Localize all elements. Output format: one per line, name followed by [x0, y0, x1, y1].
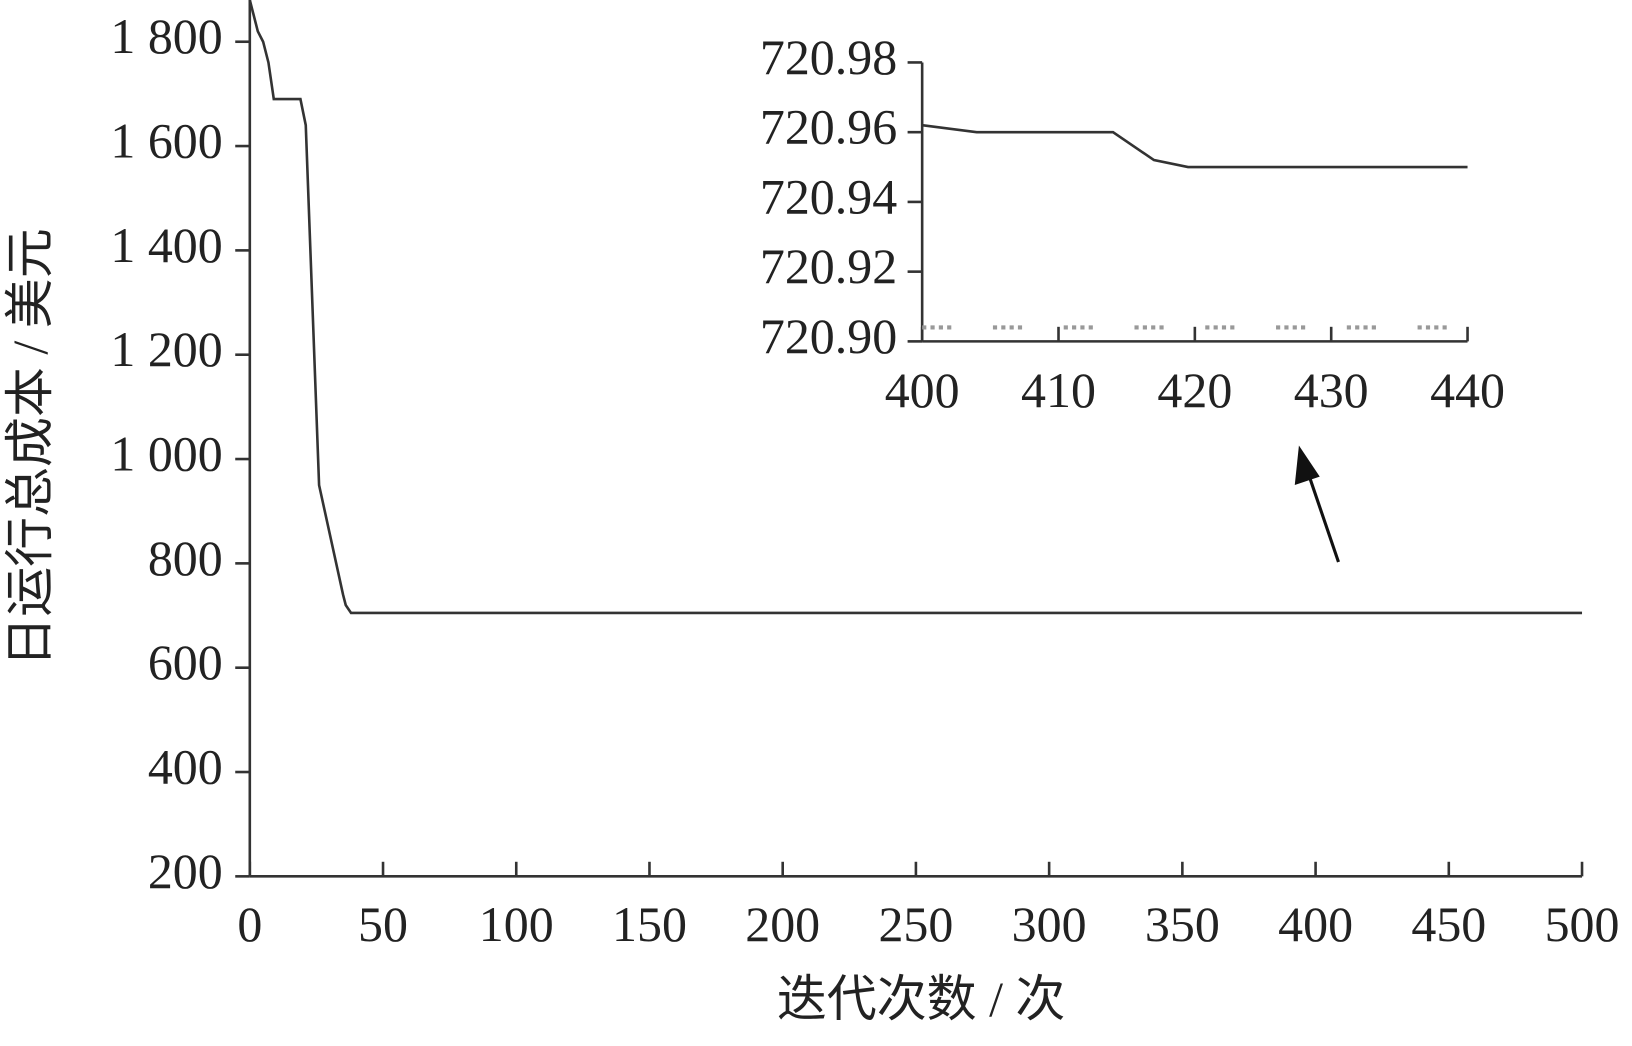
y-tick-label: 1 600 [110, 113, 222, 169]
y-tick-label: 1 800 [110, 8, 222, 64]
x-tick-label: 400 [1278, 896, 1353, 952]
x-tick-label: 300 [1012, 896, 1087, 952]
y-tick-label: 720.94 [760, 168, 897, 224]
y-tick-label: 720.92 [760, 238, 897, 294]
x-tick-label: 440 [1430, 362, 1505, 418]
y-tick-label: 400 [148, 738, 223, 794]
x-tick-label: 410 [1021, 362, 1096, 418]
y-tick-label: 720.98 [760, 29, 897, 85]
x-tick-label: 450 [1411, 896, 1486, 952]
x-tick-label: 500 [1545, 896, 1620, 952]
x-tick-label: 100 [479, 896, 554, 952]
arrow [1294, 445, 1340, 563]
y-tick-label: 600 [148, 634, 223, 690]
y-tick-label: 720.90 [760, 308, 897, 364]
x-tick-label: 430 [1294, 362, 1369, 418]
y-axis-label: 日运行总成本 / 美元 [2, 228, 58, 666]
x-tick-label: 350 [1145, 896, 1220, 952]
y-tick-label: 800 [148, 530, 223, 586]
x-tick-label: 150 [612, 896, 687, 952]
y-tick-label: 1 200 [110, 321, 222, 377]
y-tick-label: 1 400 [110, 217, 222, 273]
x-tick-label: 200 [745, 896, 820, 952]
y-tick-label: 1 000 [110, 426, 222, 482]
y-tick-label: 720.96 [760, 99, 897, 155]
x-tick-label: 0 [237, 896, 262, 952]
x-tick-label: 400 [885, 362, 960, 418]
data-line [248, 0, 1583, 615]
y-tick-label: 200 [148, 843, 223, 899]
data-line [921, 123, 1468, 169]
x-tick-label: 50 [358, 896, 408, 952]
x-axis-label: 迭代次数 / 次 [777, 971, 1066, 1027]
x-tick-label: 420 [1157, 362, 1232, 418]
x-tick-label: 250 [878, 896, 953, 952]
